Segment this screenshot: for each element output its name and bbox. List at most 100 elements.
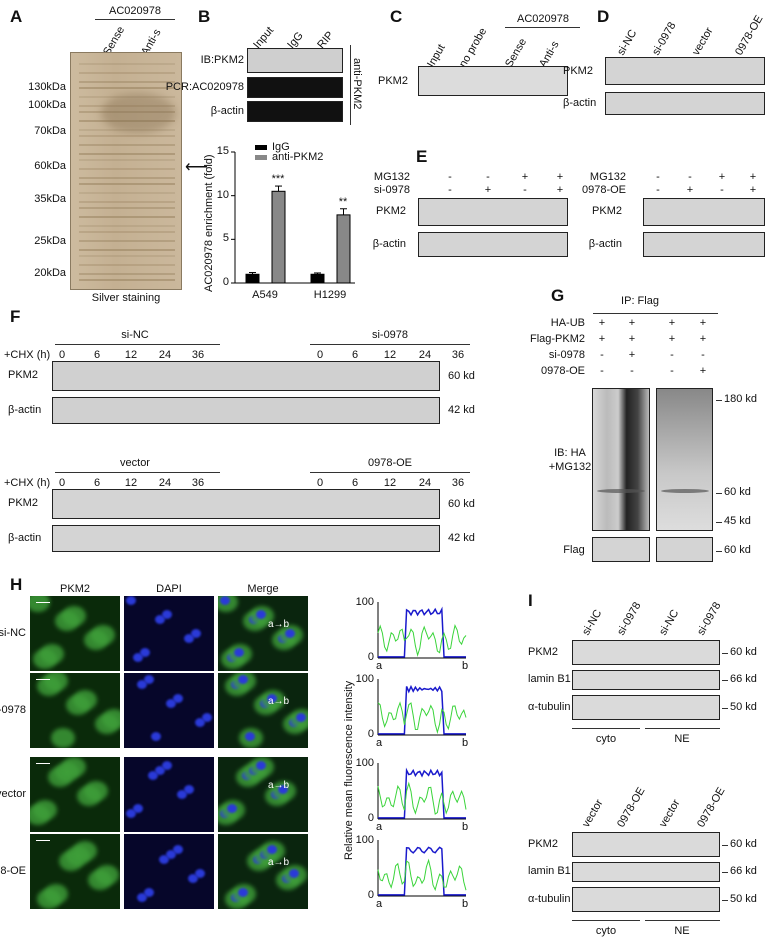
size-marker: 60kDa	[34, 160, 66, 172]
fraction-blot	[572, 695, 720, 720]
dapi-profile-line	[378, 684, 466, 735]
time-point: 24	[418, 349, 432, 361]
nucleus	[278, 785, 288, 794]
scan-line-arrow: a→b	[268, 780, 290, 791]
time-point: 36	[451, 477, 465, 489]
ip-header: IP: Flag	[621, 295, 659, 307]
condition-label: 0978-OE	[581, 184, 626, 196]
pkm2-blot	[52, 361, 440, 391]
cell-body	[84, 781, 108, 801]
row-label: lamin B1	[528, 673, 571, 685]
row-label: PKM2	[528, 645, 558, 658]
gel-band	[79, 264, 175, 266]
divider-line	[505, 27, 580, 28]
ib-label: IB: HA	[554, 447, 586, 459]
row-label: si-NC	[0, 626, 26, 639]
bar-anti-PKM2	[271, 190, 286, 284]
treatment-sign: +	[628, 333, 636, 345]
cell-body	[44, 884, 68, 904]
cell-body	[44, 673, 68, 691]
panel-label-b: B	[198, 7, 211, 26]
gel-band	[79, 249, 175, 251]
intensity-profile-plot	[377, 602, 467, 659]
y-tick-label: 5	[222, 232, 229, 245]
kd-marker: 42 kd	[448, 404, 475, 416]
row-label: PCR:AC020978	[165, 81, 244, 93]
size-marker: 20kDa	[34, 267, 66, 279]
gel-band	[79, 183, 175, 185]
y-tick-label: 100	[355, 834, 374, 846]
fraction-label: NE	[674, 733, 690, 745]
y-axis-label: Relative mean fluorescence intensity	[343, 680, 355, 860]
row-label: PKM2	[8, 497, 38, 509]
nucleus	[220, 596, 230, 605]
treatment-sign: -	[523, 184, 527, 196]
nucleus	[166, 699, 176, 708]
significance-mark: **	[338, 195, 348, 208]
divider-line	[645, 920, 720, 921]
fraction-blot	[572, 670, 720, 690]
fraction-blot	[572, 887, 720, 912]
time-point: 24	[158, 349, 172, 361]
x-tick-label: A549	[252, 289, 278, 301]
y-tick-label: 0	[367, 728, 374, 740]
pkm2-profile-line	[377, 701, 467, 735]
treatment-sign: -	[630, 365, 634, 377]
nucleus	[195, 718, 205, 727]
point-label: a	[376, 737, 383, 749]
group-label: si-NC	[121, 329, 149, 341]
gel-band	[79, 168, 175, 170]
gel-band	[79, 273, 175, 275]
nucleus	[188, 874, 198, 883]
gel-band	[79, 192, 175, 194]
treatment-sign: +	[598, 317, 606, 329]
condition-label: MG132	[589, 171, 626, 183]
rna-pulldown-blot	[418, 66, 568, 96]
gel-band	[79, 87, 175, 89]
y-tick-label: 0	[367, 651, 374, 663]
column-label: PKM2	[60, 583, 90, 595]
bar-IgG	[310, 273, 325, 284]
pkm2-profile-line	[377, 781, 467, 815]
size-marker: 100kDa	[28, 99, 66, 111]
nucleus	[195, 869, 205, 878]
gel-band	[79, 201, 175, 203]
row-label: β-actin	[372, 238, 406, 250]
nucleus	[140, 648, 150, 657]
flag-blot	[592, 537, 650, 562]
nucleus	[166, 850, 176, 859]
gel-band	[79, 216, 175, 218]
gel-band	[79, 240, 175, 242]
merge-image: a→b	[218, 673, 308, 748]
pkm2-blot	[52, 489, 440, 519]
nucleus	[126, 596, 136, 605]
cell-body	[51, 728, 75, 748]
treatment-sign: +	[521, 171, 529, 183]
fraction-label: NE	[674, 925, 690, 937]
actin-blot	[643, 232, 765, 257]
scan-line-arrow: a→b	[268, 857, 290, 868]
pkm2-blot	[643, 198, 765, 226]
group-label: 0978-OE	[367, 457, 413, 469]
panel-label-i: I	[528, 591, 533, 610]
row-label: Flag	[563, 544, 585, 556]
kd-marker: 60 kd	[724, 544, 751, 556]
divider-line	[55, 472, 220, 473]
dapi-profile-line	[378, 606, 466, 658]
dapi-profile-line	[378, 767, 466, 819]
gel-band	[79, 111, 175, 113]
kd-marker: 60 kd	[730, 645, 757, 658]
divider-line	[722, 899, 728, 901]
treatment-sign: +	[668, 317, 676, 329]
pkm2-profile-line	[377, 858, 467, 892]
kd-marker: 50 kd	[730, 892, 757, 905]
y-tick-label: 0	[222, 276, 229, 288]
nucleus	[238, 888, 248, 897]
group-label: vector	[120, 457, 150, 469]
point-label: b	[462, 660, 469, 672]
nucleus	[144, 888, 154, 897]
arrow-left-icon: ⟵	[185, 159, 208, 176]
divider-line	[716, 551, 722, 552]
panel-label-f: F	[10, 307, 21, 326]
size-marker: 130kDa	[28, 81, 66, 93]
